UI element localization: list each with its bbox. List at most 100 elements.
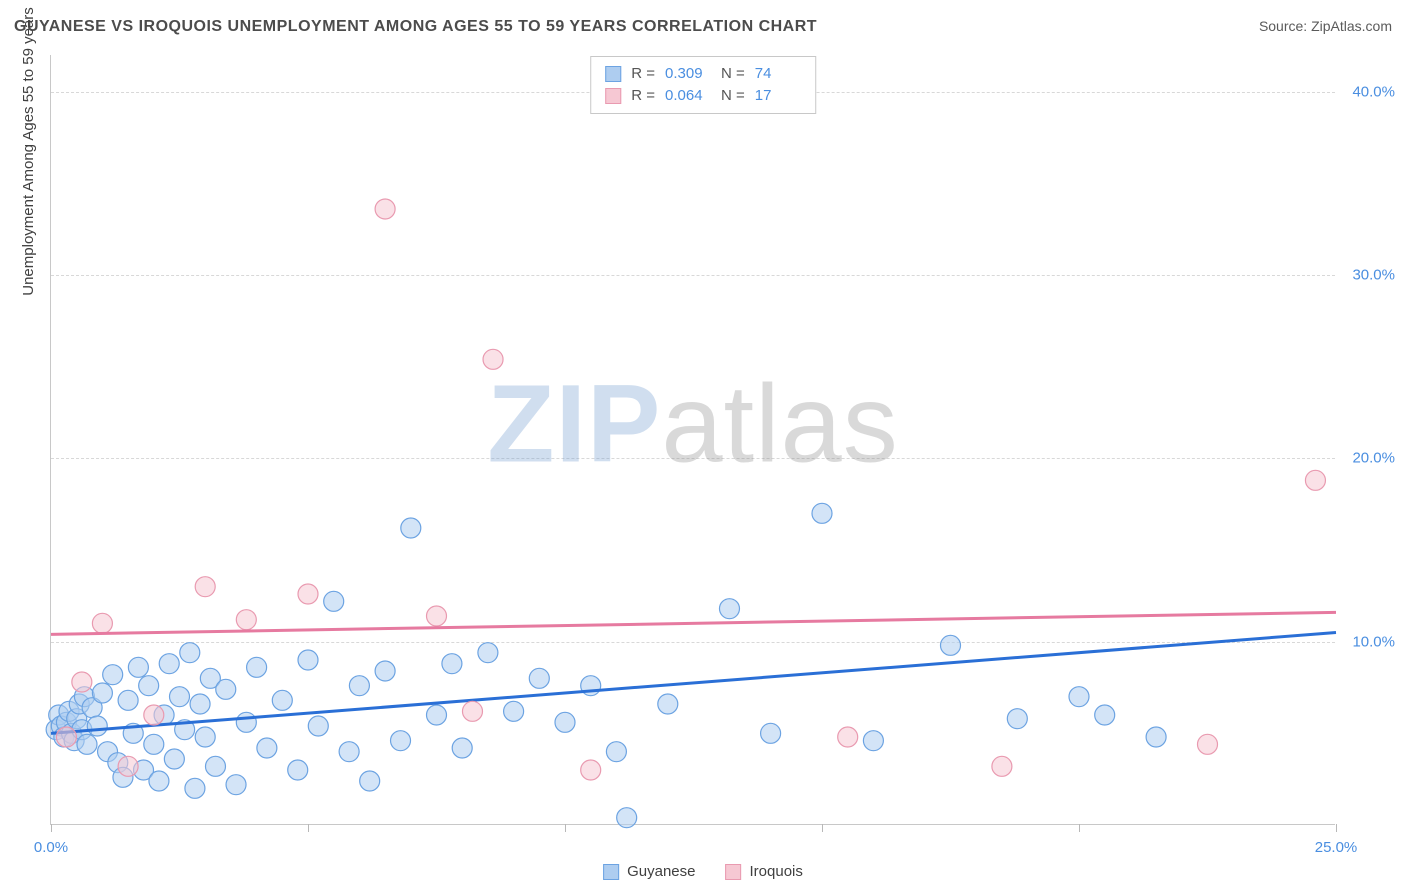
- legend: Guyanese Iroquois: [603, 863, 803, 880]
- data-point: [118, 690, 138, 710]
- chart-header: GUYANESE VS IROQUOIS UNEMPLOYMENT AMONG …: [14, 18, 1392, 36]
- legend-label: Guyanese: [627, 863, 695, 880]
- x-tick-label: 0.0%: [34, 839, 68, 856]
- data-point: [992, 756, 1012, 776]
- x-tick: [51, 824, 52, 832]
- data-point: [72, 672, 92, 692]
- data-point: [226, 775, 246, 795]
- data-point: [257, 738, 277, 758]
- data-point: [298, 584, 318, 604]
- data-point: [164, 749, 184, 769]
- data-point: [360, 771, 380, 791]
- stats-row: R = 0.064 N = 17: [605, 85, 801, 107]
- chart-title: GUYANESE VS IROQUOIS UNEMPLOYMENT AMONG …: [14, 18, 817, 36]
- series-swatch: [605, 66, 621, 82]
- data-point: [190, 694, 210, 714]
- data-point: [529, 668, 549, 688]
- data-point: [144, 734, 164, 754]
- legend-item: Guyanese: [603, 863, 695, 880]
- data-point: [56, 727, 76, 747]
- data-point: [170, 687, 190, 707]
- scatter-svg: [51, 55, 1335, 824]
- data-point: [812, 503, 832, 523]
- data-point: [555, 712, 575, 732]
- data-point: [195, 727, 215, 747]
- data-point: [1146, 727, 1166, 747]
- legend-swatch: [603, 864, 619, 880]
- data-point: [236, 712, 256, 732]
- data-point: [617, 808, 637, 828]
- data-point: [298, 650, 318, 670]
- data-point: [375, 199, 395, 219]
- y-tick-label: 40.0%: [1352, 83, 1395, 100]
- trend-line: [51, 633, 1336, 734]
- data-point: [324, 591, 344, 611]
- data-point: [1305, 470, 1325, 490]
- y-tick-label: 20.0%: [1352, 450, 1395, 467]
- source-attribution: Source: ZipAtlas.com: [1259, 18, 1392, 34]
- data-point: [462, 701, 482, 721]
- data-point: [719, 599, 739, 619]
- data-point: [205, 756, 225, 776]
- r-label: R =: [631, 63, 655, 85]
- data-point: [247, 657, 267, 677]
- data-point: [1198, 734, 1218, 754]
- data-point: [375, 661, 395, 681]
- data-point: [1095, 705, 1115, 725]
- data-point: [139, 676, 159, 696]
- legend-item: Iroquois: [726, 863, 803, 880]
- r-value: 0.064: [665, 85, 711, 107]
- series-swatch: [605, 88, 621, 104]
- legend-swatch: [726, 864, 742, 880]
- data-point: [339, 742, 359, 762]
- data-point: [180, 643, 200, 663]
- data-point: [308, 716, 328, 736]
- r-label: R =: [631, 85, 655, 107]
- data-point: [288, 760, 308, 780]
- data-point: [118, 756, 138, 776]
- n-value: 17: [755, 85, 801, 107]
- data-point: [504, 701, 524, 721]
- x-tick: [822, 824, 823, 832]
- n-label: N =: [721, 63, 745, 85]
- chart-plot-area: ZIPatlas 10.0%20.0%30.0%40.0%0.0%25.0%: [50, 55, 1335, 825]
- y-axis-label: Unemployment Among Ages 55 to 59 years: [20, 7, 37, 296]
- data-point: [144, 705, 164, 725]
- data-point: [272, 690, 292, 710]
- data-point: [185, 778, 205, 798]
- data-point: [442, 654, 462, 674]
- data-point: [658, 694, 678, 714]
- n-label: N =: [721, 85, 745, 107]
- data-point: [581, 760, 601, 780]
- data-point: [1069, 687, 1089, 707]
- stats-row: R = 0.309 N = 74: [605, 63, 801, 85]
- data-point: [606, 742, 626, 762]
- data-point: [87, 716, 107, 736]
- x-tick: [1079, 824, 1080, 832]
- correlation-stats-box: R = 0.309 N = 74 R = 0.064 N = 17: [590, 56, 816, 114]
- data-point: [92, 613, 112, 633]
- data-point: [159, 654, 179, 674]
- data-point: [401, 518, 421, 538]
- y-tick-label: 10.0%: [1352, 633, 1395, 650]
- data-point: [1007, 709, 1027, 729]
- x-tick-label: 25.0%: [1315, 839, 1358, 856]
- data-point: [941, 635, 961, 655]
- data-point: [761, 723, 781, 743]
- data-point: [128, 657, 148, 677]
- data-point: [478, 643, 498, 663]
- data-point: [349, 676, 369, 696]
- legend-label: Iroquois: [750, 863, 803, 880]
- n-value: 74: [755, 63, 801, 85]
- r-value: 0.309: [665, 63, 711, 85]
- data-point: [483, 349, 503, 369]
- data-point: [427, 705, 447, 725]
- data-point: [77, 734, 97, 754]
- data-point: [216, 679, 236, 699]
- data-point: [149, 771, 169, 791]
- y-tick-label: 30.0%: [1352, 267, 1395, 284]
- data-point: [92, 683, 112, 703]
- x-tick: [565, 824, 566, 832]
- data-point: [103, 665, 123, 685]
- x-tick: [308, 824, 309, 832]
